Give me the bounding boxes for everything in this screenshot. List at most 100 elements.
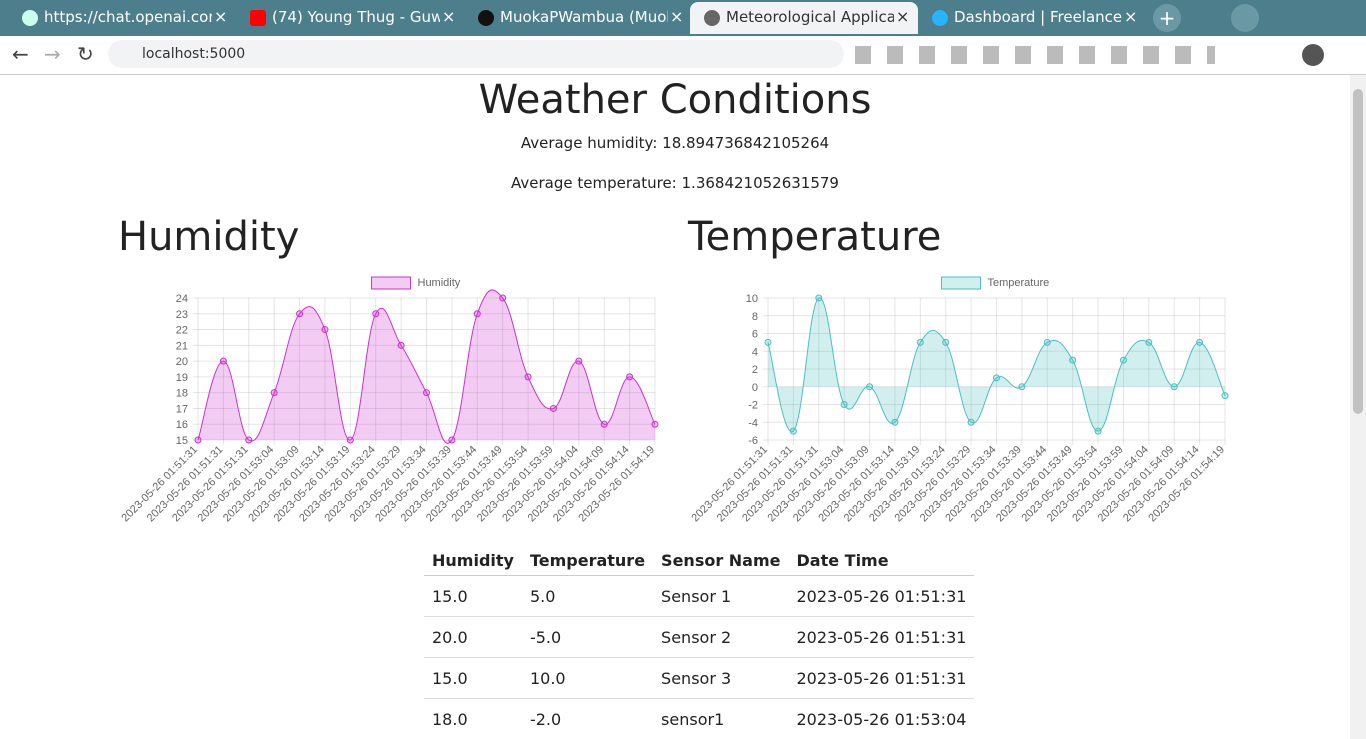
point [891,418,899,426]
tab[interactable]: (74) Young Thug - Guwo × [236,2,464,34]
point [789,427,797,435]
point [1043,338,1051,346]
cell: Sensor 1 [653,575,789,617]
tab[interactable]: https://chat.openai.com × [8,2,236,34]
table-row: 20.0 -5.0 Sensor 2 2023-05-26 01:51:31 [424,616,975,658]
cell: 2023-05-26 01:51:31 [788,616,975,658]
point [866,383,874,391]
new-tab[interactable]: + [1153,4,1181,32]
url: localhost:5000 [142,46,246,62]
line [197,289,656,444]
table-row: 15.0 10.0 Sensor 3 2023-05-26 01:51:31 [424,657,975,699]
tab-strip: https://chat.openai.com × (74) Young Thug… [0,0,1366,36]
y-tick-label: 22 [176,325,188,337]
y-tick-label: -2 [748,400,758,412]
point [626,373,634,381]
point [1094,427,1102,435]
chart-title: Humidity [118,214,299,260]
column-header: Temperature [521,545,654,576]
point [423,389,430,397]
y-tick-label: -6 [748,435,758,447]
area [198,289,655,444]
y-tick-label: 20 [176,356,188,368]
legend-swatch [371,276,411,290]
y-tick-label: 2 [752,364,758,376]
tab-title: Meteorological Applicat [726,8,894,26]
point [575,357,583,365]
tab-title: https://chat.openai.com [44,8,212,26]
cell: 10.0 [521,657,654,699]
point [1221,392,1229,400]
point [1018,383,1026,391]
tab[interactable]: MuokaPWambua (Muok × [464,2,692,34]
toolbar: ← → ↻ localhost:5000 [0,36,1366,75]
point [600,420,608,428]
chart-title: Temperature [687,214,941,260]
tab[interactable]: Meteorological Applicat × [690,2,918,34]
point [296,310,304,318]
y-tick-label: 21 [176,340,188,352]
y-tick-label: 16 [176,419,188,431]
extensions[interactable] [855,46,1215,64]
point [1069,356,1077,364]
header-row: Humidity Temperature Sensor Name Date Time [424,545,975,576]
cell: 15.0 [424,657,522,699]
cell: Sensor 3 [653,657,789,699]
point [524,373,532,381]
y-tick-label: 4 [752,346,758,358]
point [1196,338,1204,346]
point [764,338,772,346]
point [942,338,950,346]
table-row: 15.0 5.0 Sensor 1 2023-05-26 01:51:31 [424,575,975,617]
scrollbar[interactable] [1350,75,1366,739]
legend-swatch [941,276,981,290]
column-header: Sensor Name [653,545,789,576]
y-tick-label: -4 [748,417,758,429]
tab-title: MuokaPWambua (Muok [500,8,668,26]
y-tick-label: 15 [176,435,188,447]
tab-title: Dashboard | Freelancer [954,8,1122,26]
point [499,294,507,302]
tab-search[interactable] [1231,4,1259,32]
column-header: Humidity [424,545,522,576]
point [651,420,659,428]
y-tick-label: 17 [176,403,188,415]
point [473,310,481,318]
cell: -2.0 [521,698,654,739]
back[interactable]: ← [12,42,29,66]
page: Weather Conditions Average humidity: 18.… [0,75,1350,739]
point [840,401,848,408]
cell: 18.0 [424,698,522,739]
point [372,310,380,318]
point [321,326,329,334]
tab[interactable]: Dashboard | Freelancer × [918,2,1146,34]
address-bar[interactable]: localhost:5000 [108,40,844,68]
point [1119,356,1127,364]
point [270,389,278,397]
point [346,436,354,444]
point [245,436,253,444]
cell: 2023-05-26 01:53:04 [788,698,975,739]
point [1170,383,1178,391]
area [768,297,1225,432]
data-table: Humidity Temperature Sensor Name Date Time 1… [424,545,975,739]
y-tick-label: 0 [752,382,758,394]
average: Average humidity: 18.894736842105264 [520,134,830,152]
legend-label: Humidity [418,277,461,289]
cell: sensor1 [653,698,789,739]
point [194,436,202,444]
point [549,404,557,412]
line [767,297,1226,432]
page-title: Weather Conditions [478,77,872,123]
y-tick-label: 10 [746,293,758,305]
cell: 2023-05-26 01:51:31 [788,575,975,617]
profile[interactable] [1302,44,1324,66]
forward[interactable]: → [44,42,61,66]
reload[interactable]: ↻ [77,42,94,66]
y-tick-label: 19 [176,372,188,384]
cell: 20.0 [424,616,522,658]
cell: 15.0 [424,575,522,617]
point [993,374,1000,382]
point [815,294,823,302]
table-row: 18.0 -2.0 sensor1 2023-05-26 01:53:04 [424,698,975,739]
